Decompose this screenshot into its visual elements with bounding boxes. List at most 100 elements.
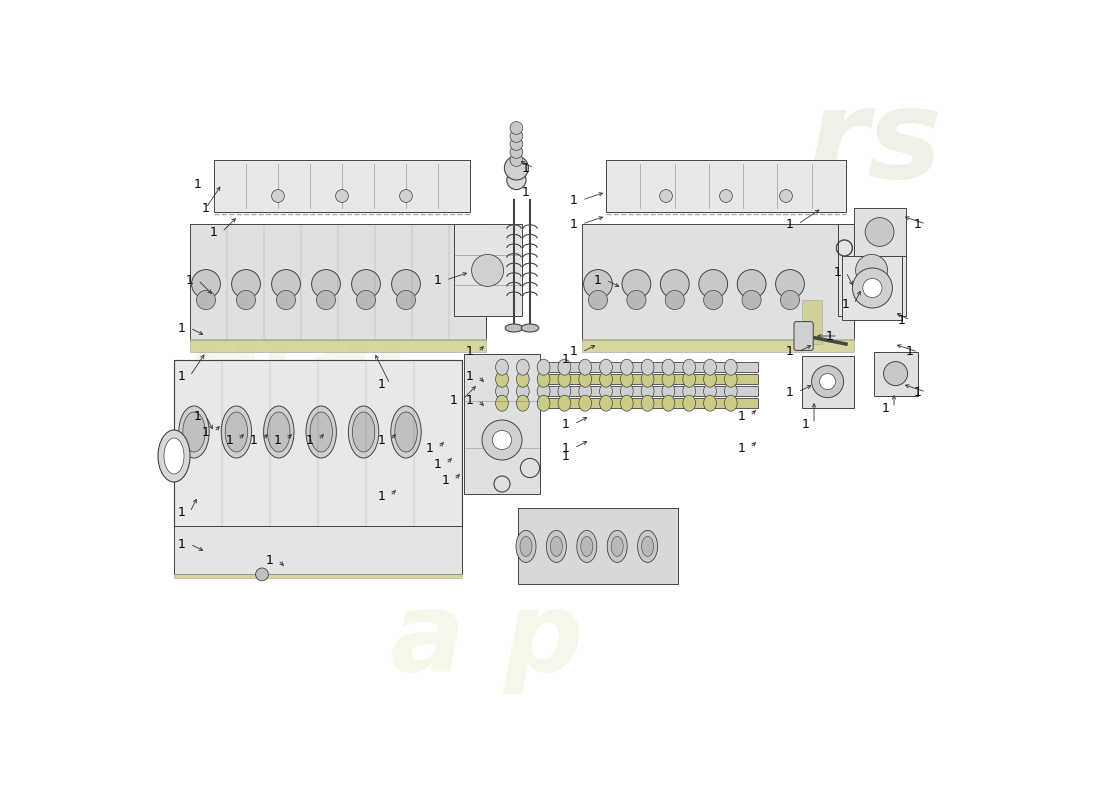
Text: 1: 1 [378,490,386,502]
Circle shape [510,146,522,158]
Circle shape [621,270,651,298]
Ellipse shape [179,406,209,458]
Ellipse shape [516,371,529,387]
Text: 1: 1 [834,266,842,278]
Text: a p: a p [390,586,583,694]
Circle shape [396,290,416,310]
Text: 1: 1 [882,402,890,414]
Text: 1: 1 [194,178,202,190]
Circle shape [392,270,420,298]
Ellipse shape [600,395,613,411]
Bar [174,526,462,574]
Text: 1: 1 [594,274,602,286]
Ellipse shape [496,395,508,411]
Ellipse shape [579,383,592,399]
Ellipse shape [704,359,716,375]
Circle shape [232,270,261,298]
Ellipse shape [183,412,206,452]
Text: 1: 1 [274,434,282,446]
Ellipse shape [620,383,634,399]
Text: 1: 1 [378,434,386,446]
Text: 1: 1 [178,506,186,518]
Ellipse shape [641,359,654,375]
Ellipse shape [496,383,508,399]
Ellipse shape [521,324,539,332]
Ellipse shape [683,371,695,387]
Ellipse shape [620,395,634,411]
Text: 1: 1 [843,298,850,310]
Ellipse shape [264,406,294,458]
Text: 1: 1 [562,442,570,454]
Ellipse shape [496,359,508,375]
Circle shape [399,190,412,202]
Ellipse shape [641,371,654,387]
Text: etai: etai [190,311,407,409]
Text: 1: 1 [250,434,257,446]
Ellipse shape [550,536,562,557]
Ellipse shape [612,536,624,557]
Text: 1: 1 [786,346,794,358]
Circle shape [698,270,727,298]
Bar [494,386,758,396]
Text: 1: 1 [194,410,202,422]
Ellipse shape [641,383,654,399]
Bar [494,398,758,408]
Ellipse shape [558,383,571,399]
Ellipse shape [516,530,536,562]
Circle shape [236,290,255,310]
Ellipse shape [725,383,737,399]
Circle shape [666,290,684,310]
Ellipse shape [547,530,567,562]
Text: 1: 1 [826,330,834,342]
Circle shape [852,268,892,308]
Circle shape [255,568,268,581]
Ellipse shape [349,406,378,458]
Bar [802,300,822,344]
Text: rs: rs [806,83,942,205]
Text: 1: 1 [522,186,530,198]
Bar [494,374,758,384]
Circle shape [776,270,804,298]
Circle shape [510,122,522,134]
Ellipse shape [620,371,634,387]
Bar [190,224,486,340]
Text: 1: 1 [786,218,794,230]
Circle shape [820,374,836,390]
Circle shape [482,420,522,460]
Ellipse shape [607,530,627,562]
Ellipse shape [310,412,332,452]
Ellipse shape [221,406,252,458]
Text: 1: 1 [466,394,474,406]
Ellipse shape [516,359,529,375]
Bar [518,508,678,584]
Text: 1: 1 [562,418,570,430]
Ellipse shape [537,359,550,375]
Text: 1: 1 [786,386,794,398]
Text: 1: 1 [570,346,578,358]
Bar [854,208,906,256]
Ellipse shape [662,371,674,387]
Ellipse shape [683,383,695,399]
Bar [838,224,906,316]
Ellipse shape [496,371,508,387]
Text: 1: 1 [570,194,578,206]
Ellipse shape [164,438,184,474]
Ellipse shape [620,359,634,375]
Circle shape [866,218,894,246]
Circle shape [510,138,522,150]
Ellipse shape [725,359,737,375]
Ellipse shape [579,359,592,375]
Circle shape [505,156,528,180]
Circle shape [856,254,888,286]
Ellipse shape [662,359,674,375]
Bar [190,339,486,352]
Ellipse shape [352,412,375,452]
Text: 1: 1 [738,442,746,454]
Circle shape [197,290,216,310]
Text: 1: 1 [178,322,186,334]
Ellipse shape [581,536,593,557]
Text: 1: 1 [738,410,746,422]
Ellipse shape [704,395,716,411]
Ellipse shape [683,359,695,375]
Circle shape [588,290,607,310]
